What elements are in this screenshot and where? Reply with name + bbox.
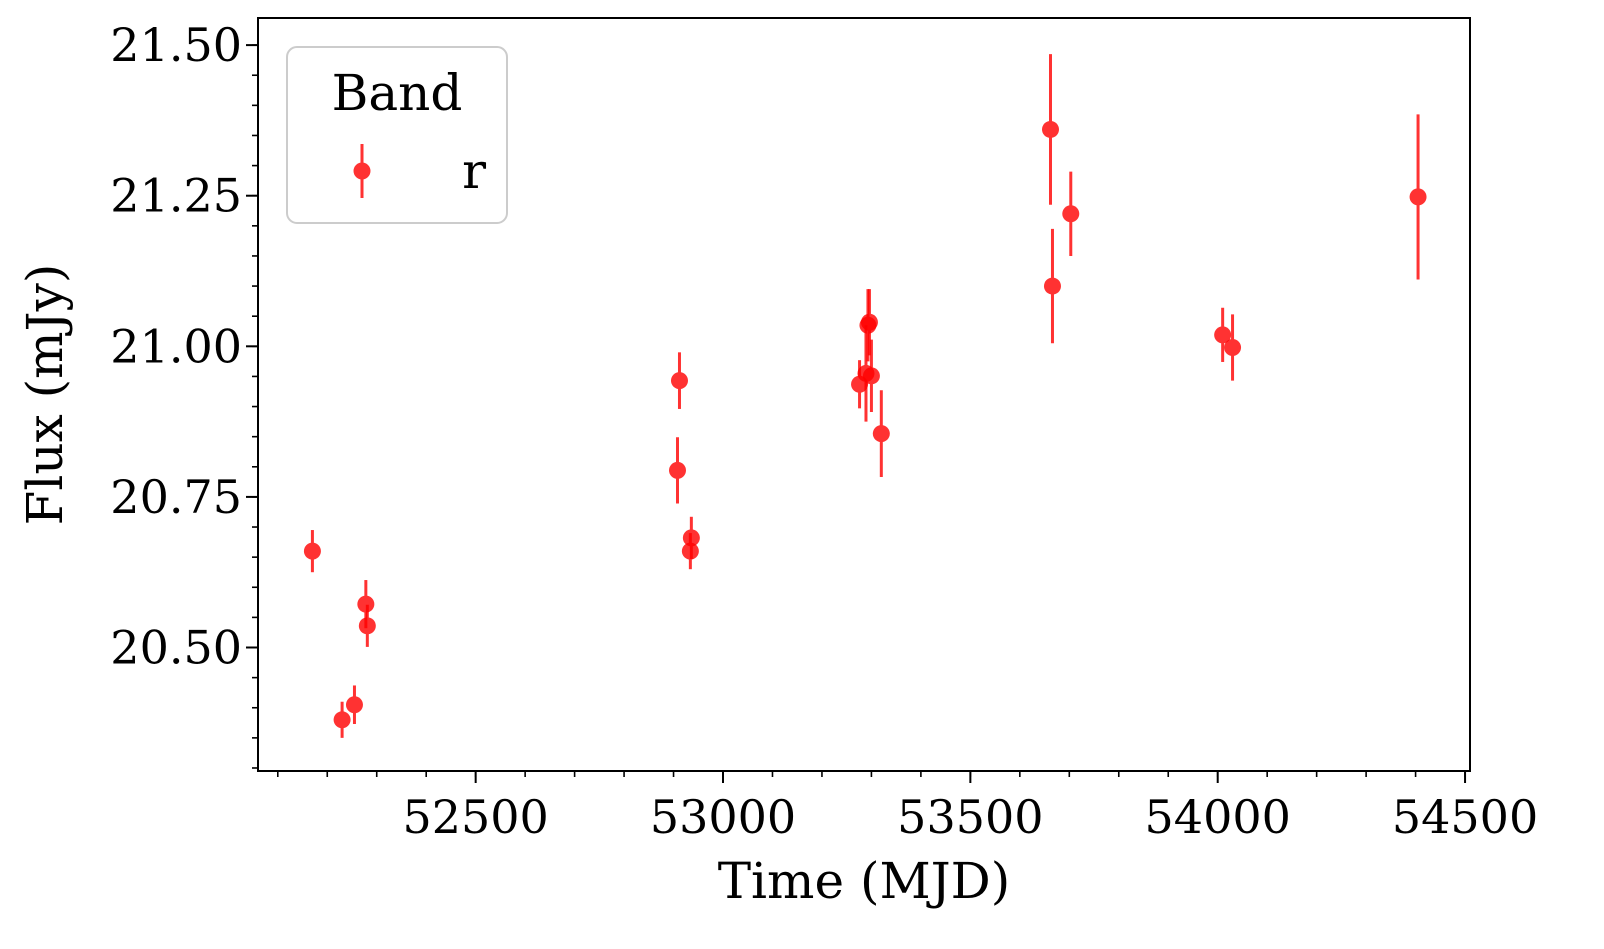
x-tick-label: 53500	[897, 790, 1043, 844]
data-point	[1409, 114, 1427, 280]
data-point	[1214, 307, 1232, 362]
data-point	[862, 339, 880, 412]
data-point	[345, 685, 363, 725]
marker	[669, 461, 687, 479]
data-point	[860, 289, 878, 356]
data-point	[1224, 314, 1242, 381]
marker	[872, 425, 890, 443]
marker	[1043, 277, 1061, 295]
data-point	[669, 437, 687, 504]
data-point	[303, 530, 321, 573]
legend-dot	[353, 162, 371, 180]
legend-marker-symbol	[353, 144, 371, 198]
marker	[862, 367, 880, 385]
marker	[345, 696, 363, 714]
legend: Band r	[286, 46, 508, 224]
marker	[357, 595, 375, 613]
data-point	[1041, 54, 1059, 205]
plot-frame	[257, 17, 1471, 772]
data-point	[872, 390, 890, 478]
marker	[1224, 339, 1242, 357]
data-point	[1062, 171, 1080, 256]
marker	[1409, 188, 1427, 206]
y-tick-label: 21.50	[110, 18, 242, 72]
data-layer	[303, 54, 1427, 738]
y-axis-label: Flux (mJy)	[16, 264, 74, 526]
x-tick-label: 53000	[650, 790, 796, 844]
x-tick-label: 54500	[1392, 790, 1538, 844]
y-tick-label: 21.25	[110, 169, 242, 223]
x-tick-label: 54000	[1145, 790, 1291, 844]
legend-box	[286, 46, 508, 224]
marker	[860, 313, 878, 331]
data-point	[358, 604, 376, 647]
data-point	[333, 701, 351, 738]
marker	[682, 529, 700, 547]
data-point	[682, 516, 700, 559]
y-tick-label: 20.75	[110, 470, 242, 524]
x-tick-label: 52500	[402, 790, 548, 844]
marker	[670, 372, 688, 390]
x-axis-label: Time (MJD)	[718, 852, 1011, 910]
marker	[1041, 120, 1059, 138]
y-tick-label: 20.50	[110, 621, 242, 675]
legend-label-r: r	[462, 142, 486, 200]
marker	[358, 617, 376, 635]
legend-title: Band	[332, 64, 463, 122]
y-tick-label: 21.00	[110, 319, 242, 373]
marker	[303, 542, 321, 560]
marker	[1062, 205, 1080, 223]
data-point	[670, 352, 688, 409]
marker	[333, 711, 351, 729]
data-point	[1043, 228, 1061, 344]
major-ticks: 52500 53000 53500 54000 54500 20.50 20.75 21.00…	[110, 18, 1538, 844]
legend-marker-r	[353, 144, 371, 198]
marker	[1214, 326, 1232, 344]
